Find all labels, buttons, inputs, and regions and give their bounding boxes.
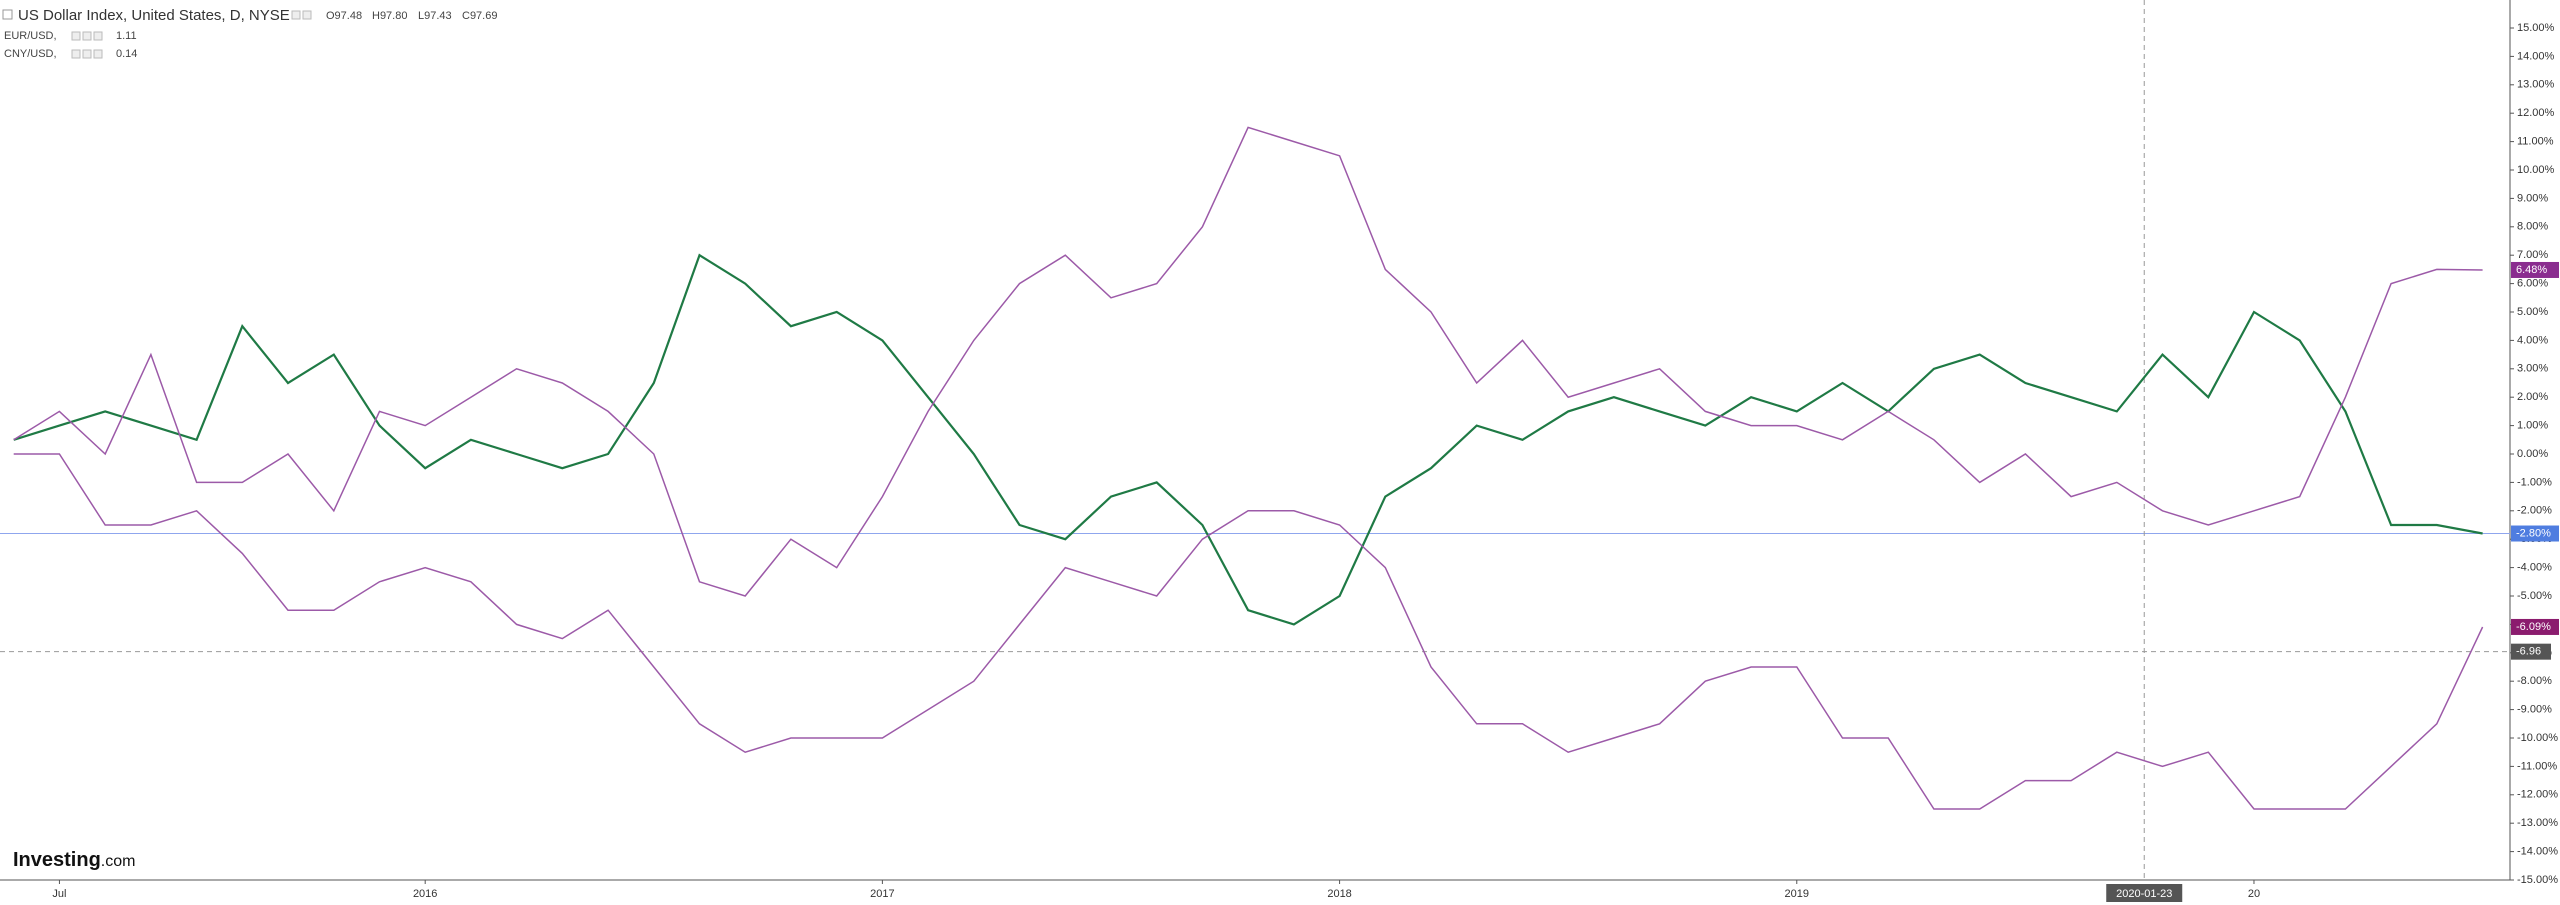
logo-suffix: .com: [101, 853, 136, 870]
plot: [0, 0, 2510, 880]
last-value-label: -6.09%: [2516, 621, 2551, 633]
y-tick-label: 9.00%: [2517, 192, 2548, 204]
legend-button[interactable]: [93, 31, 103, 41]
y-tick-label: 11.00%: [2517, 136, 2554, 148]
crosshair-x-label: 2020-01-23: [2116, 888, 2172, 900]
legend: US Dollar Index, United States, D, NYSE …: [2, 7, 497, 60]
legend-cny-value: 0.14: [116, 48, 137, 60]
y-tick-label: 7.00%: [2517, 249, 2548, 261]
y-tick-label: 8.00%: [2517, 221, 2548, 233]
y-tick-label: -15.00%: [2517, 874, 2558, 886]
y-tick-label: 3.00%: [2517, 363, 2548, 375]
series-line: [13, 453, 2484, 810]
x-tick-label: 2017: [870, 888, 894, 900]
y-tick-label: -9.00%: [2517, 704, 2552, 716]
crosshair-y-tag: [2511, 643, 2551, 660]
y-tick-label: 13.00%: [2517, 79, 2555, 91]
legend-main: US Dollar Index, United States, D, NYSE: [18, 7, 290, 24]
last-value-tag: [2511, 525, 2559, 542]
logo: Investing.com: [13, 849, 135, 871]
x-tick-label: 20: [2248, 888, 2260, 900]
y-tick-label: 12.00%: [2517, 107, 2555, 119]
legend-button[interactable]: [71, 49, 81, 59]
legend-button[interactable]: [291, 10, 301, 20]
y-tick-label: 10.00%: [2517, 164, 2555, 176]
y-tick-label: -4.00%: [2517, 562, 2552, 574]
y-tick-label: -13.00%: [2517, 817, 2558, 829]
series-line: [13, 126, 2483, 597]
y-tick-label: 4.00%: [2517, 334, 2548, 346]
y-tick-label: -5.00%: [2517, 590, 2552, 602]
crosshair-y-label: -6.96: [2516, 646, 2541, 658]
last-value-label: -2.80%: [2516, 527, 2551, 539]
legend-eur-value: 1.11: [116, 30, 137, 42]
legend-high: H97.80: [372, 10, 407, 22]
legend-button[interactable]: [71, 31, 81, 41]
legend-button[interactable]: [82, 49, 92, 59]
series-line: [13, 253, 2483, 626]
x-tick-label: 2019: [1785, 888, 1809, 900]
legend-cny: CNY/USD,: [4, 48, 57, 60]
legend-button[interactable]: [82, 31, 92, 41]
y-tick-label: 0.00%: [2517, 448, 2548, 460]
legend-button[interactable]: [302, 10, 312, 20]
y-tick-label: -10.00%: [2517, 732, 2558, 744]
y-tick-label: 1.00%: [2517, 420, 2548, 432]
y-tick-label: 2.00%: [2517, 391, 2548, 403]
y-tick-label: 14.00%: [2517, 50, 2555, 62]
y-tick-label: 6.00%: [2517, 278, 2548, 290]
y-tick-label: -1.00%: [2517, 476, 2552, 488]
legend-open: O97.48: [326, 10, 362, 22]
last-value-tag: [2511, 261, 2559, 278]
y-tick-label: -2.00%: [2517, 505, 2552, 517]
legend-button[interactable]: [93, 49, 103, 59]
x-tick-label: 2016: [413, 888, 437, 900]
y-tick-label: -11.00%: [2517, 760, 2557, 772]
last-value-tag: [2511, 618, 2559, 635]
y-tick-label: -12.00%: [2517, 789, 2558, 801]
legend-eur: EUR/USD,: [4, 30, 57, 42]
y-tick-label: 15.00%: [2517, 22, 2555, 34]
crosshair-x-tag: [2106, 884, 2183, 902]
y-tick-label: 5.00%: [2517, 306, 2548, 318]
x-tick-label: 2018: [1327, 888, 1351, 900]
legend-icon: [2, 9, 13, 20]
y-tick-label: -8.00%: [2517, 675, 2552, 687]
y-tick-label: -14.00%: [2517, 846, 2558, 858]
legend-close: C97.69: [462, 10, 497, 22]
last-value-label: 6.48%: [2516, 264, 2547, 276]
legend-low: L97.43: [418, 10, 452, 22]
x-tick-label: Jul: [52, 888, 66, 900]
logo-main: Investing: [13, 849, 101, 871]
